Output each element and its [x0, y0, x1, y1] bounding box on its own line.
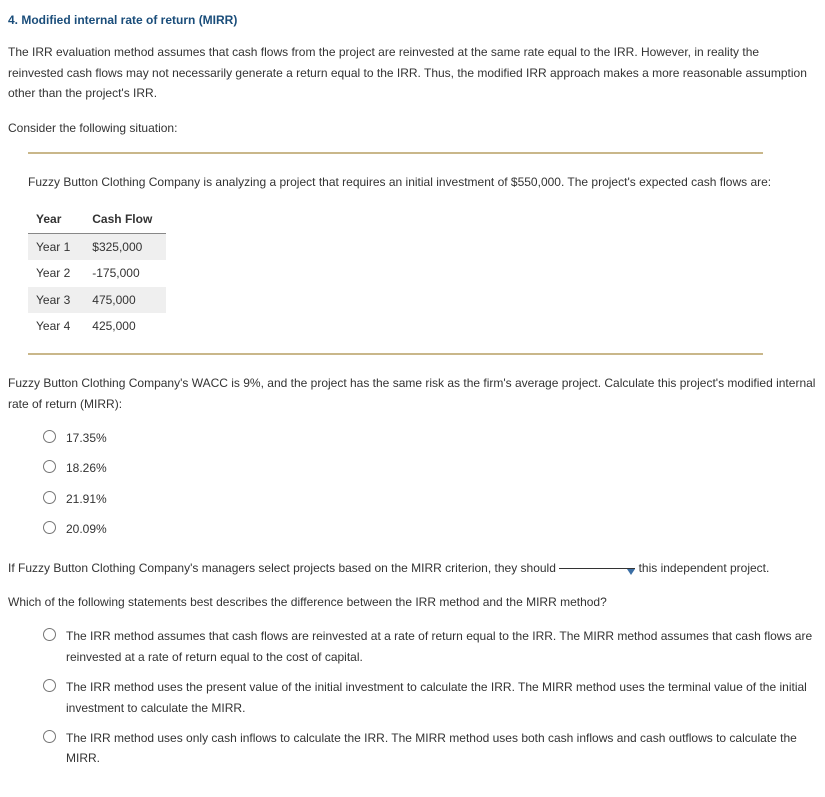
col-year-header: Year	[28, 206, 84, 233]
q1-option-a[interactable]: 17.35%	[38, 428, 817, 448]
option-label: The IRR method uses the present value of…	[66, 677, 817, 718]
cell-cf: 425,000	[84, 313, 166, 339]
radio-input[interactable]	[43, 730, 56, 743]
accept-reject-dropdown[interactable]	[559, 568, 635, 569]
q3-option-c[interactable]: The IRR method uses only cash inflows to…	[38, 728, 817, 769]
cell-cf: 475,000	[84, 287, 166, 313]
section-heading: 4. Modified internal rate of return (MIR…	[8, 10, 817, 30]
table-row: Year 2 -175,000	[28, 260, 166, 286]
q3-choices: The IRR method assumes that cash flows a…	[38, 626, 817, 768]
q2-text-after: this independent project.	[639, 561, 770, 575]
radio-input[interactable]	[43, 491, 56, 504]
cell-year: Year 2	[28, 260, 84, 286]
table-row: Year 3 475,000	[28, 287, 166, 313]
cell-year: Year 4	[28, 313, 84, 339]
divider-top	[28, 152, 763, 154]
option-label: 18.26%	[66, 458, 817, 478]
option-label: 21.91%	[66, 489, 817, 509]
q1-option-d[interactable]: 20.09%	[38, 519, 817, 539]
table-row: Year 4 425,000	[28, 313, 166, 339]
question3-text: Which of the following statements best d…	[8, 592, 817, 612]
consider-line: Consider the following situation:	[8, 118, 817, 138]
intro-paragraph: The IRR evaluation method assumes that c…	[8, 42, 817, 103]
q2-text-before: If Fuzzy Button Clothing Company's manag…	[8, 561, 559, 575]
q3-option-b[interactable]: The IRR method uses the present value of…	[38, 677, 817, 718]
option-label: The IRR method assumes that cash flows a…	[66, 626, 817, 667]
cell-year: Year 1	[28, 233, 84, 260]
radio-input[interactable]	[43, 430, 56, 443]
scenario-text: Fuzzy Button Clothing Company is analyzi…	[28, 172, 817, 192]
radio-input[interactable]	[43, 460, 56, 473]
divider-bottom	[28, 353, 763, 355]
radio-input[interactable]	[43, 679, 56, 692]
question2-line: If Fuzzy Button Clothing Company's manag…	[8, 558, 817, 578]
cell-cf: -175,000	[84, 260, 166, 286]
radio-input[interactable]	[43, 628, 56, 641]
option-label: 20.09%	[66, 519, 817, 539]
q1-option-c[interactable]: 21.91%	[38, 489, 817, 509]
q1-choices: 17.35% 18.26% 21.91% 20.09%	[38, 428, 817, 540]
option-label: 17.35%	[66, 428, 817, 448]
q3-option-a[interactable]: The IRR method assumes that cash flows a…	[38, 626, 817, 667]
chevron-down-icon	[627, 569, 635, 575]
radio-input[interactable]	[43, 521, 56, 534]
option-label: The IRR method uses only cash inflows to…	[66, 728, 817, 769]
q1-option-b[interactable]: 18.26%	[38, 458, 817, 478]
table-row: Year 1 $325,000	[28, 233, 166, 260]
question1-text: Fuzzy Button Clothing Company's WACC is …	[8, 373, 817, 414]
cell-cf: $325,000	[84, 233, 166, 260]
cashflow-table: Year Cash Flow Year 1 $325,000 Year 2 -1…	[28, 206, 166, 339]
cell-year: Year 3	[28, 287, 84, 313]
col-cf-header: Cash Flow	[84, 206, 166, 233]
